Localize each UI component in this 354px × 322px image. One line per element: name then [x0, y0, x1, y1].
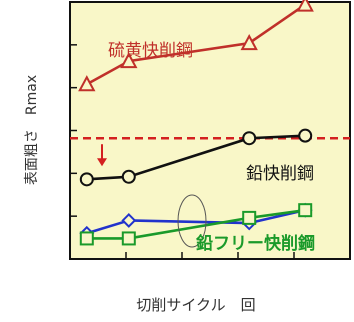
data-point [242, 131, 257, 146]
bracket-ellipse [177, 194, 207, 248]
data-point [120, 52, 138, 69]
y-axis-label: 表面粗さ Rmax [24, 75, 40, 185]
x-axis-label: 切削サイクル 回 [136, 296, 255, 314]
label-lead: 鉛快削鋼 [246, 164, 314, 184]
series-line [86, 3, 306, 86]
label-sulfur: 硫黄快削鋼 [108, 41, 193, 61]
series-line [86, 134, 306, 181]
series-layer [78, 0, 314, 246]
data-point [78, 75, 96, 92]
threshold-arrow [97, 144, 107, 167]
arrow-head [97, 158, 107, 167]
data-point [121, 169, 136, 184]
x-ticks [125, 252, 295, 259]
y-ticks [70, 44, 77, 217]
data-point [298, 203, 313, 218]
data-point [79, 231, 94, 246]
data-point [121, 231, 136, 246]
data-point [79, 172, 94, 187]
data-point [121, 213, 137, 228]
series-line [86, 208, 306, 240]
data-point [298, 128, 313, 143]
data-point [240, 34, 258, 51]
data-point [242, 210, 257, 225]
label-leadfree: 鉛フリー快削鋼 [196, 233, 315, 254]
data-point [296, 0, 314, 12]
series-line [86, 208, 306, 235]
